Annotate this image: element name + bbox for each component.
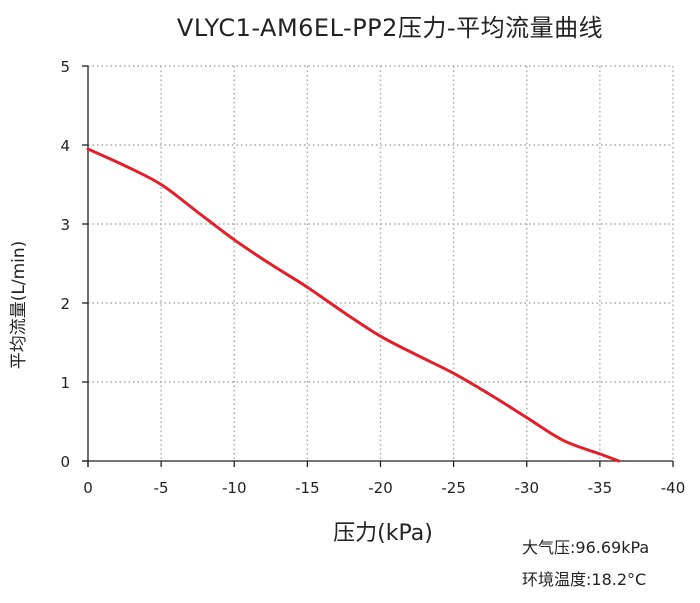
y-tick-label: 5 (60, 58, 70, 76)
environment-temperature-note: 环境温度:18.2°C (522, 570, 647, 589)
x-tick-label: 0 (83, 479, 93, 497)
x-tick-label: -30 (515, 479, 540, 497)
flow-curve-line (86, 147, 621, 463)
x-tick-label: -20 (368, 479, 393, 497)
x-tick-label: -25 (441, 479, 466, 497)
y-tick-label: 1 (60, 374, 70, 392)
x-tick-label: -35 (588, 479, 613, 497)
series-layer (86, 147, 621, 463)
y-tick-label: 0 (60, 453, 70, 471)
y-tick-label: 3 (60, 216, 70, 234)
x-tick-label: -5 (154, 479, 169, 497)
x-axis-label: 压力(kPa) (333, 521, 433, 546)
grid-layer (88, 65, 674, 461)
x-tick-label: -40 (661, 479, 686, 497)
chart-title: VLYC1-AM6EL-PP2压力-平均流量曲线 (176, 14, 604, 42)
y-axis-label: 平均流量(L/min) (9, 241, 29, 370)
x-tick-label: -15 (295, 479, 320, 497)
axes-layer (82, 65, 674, 467)
tick-label-layer: 0 -5 -10 -15 -20 -25 -30 -35 -40 0 1 2 3 4 5 (60, 58, 685, 497)
x-tick-label: -10 (222, 479, 247, 497)
y-tick-label: 2 (60, 295, 70, 313)
y-tick-label: 4 (60, 137, 70, 155)
atmospheric-pressure-note: 大气压:96.69kPa (522, 538, 650, 557)
